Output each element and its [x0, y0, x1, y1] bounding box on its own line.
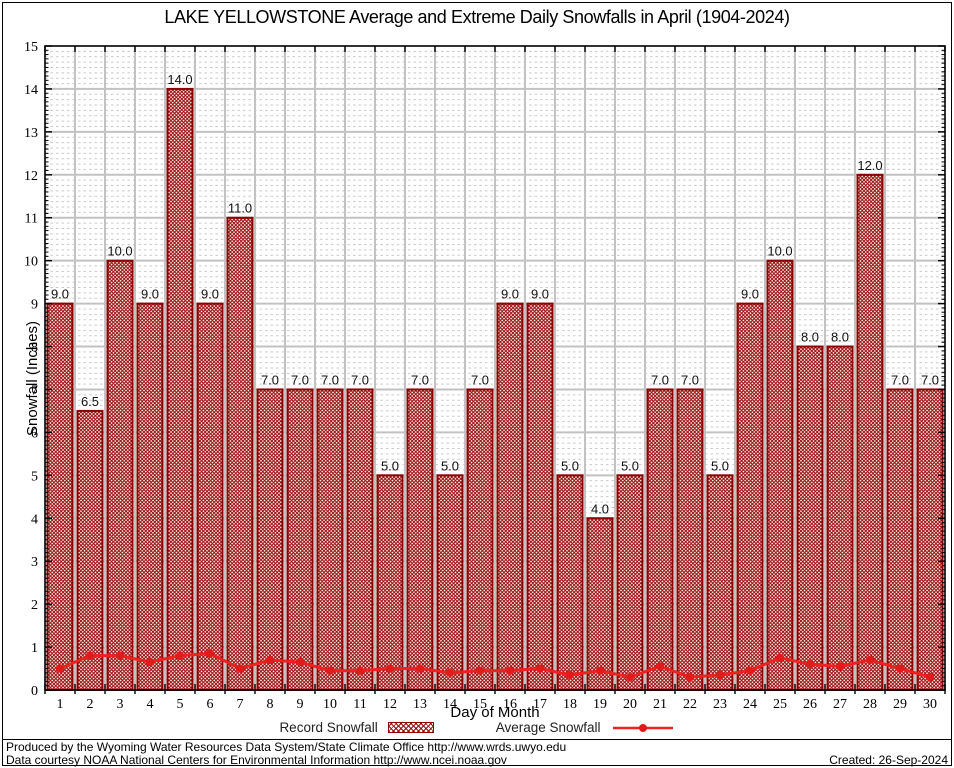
- svg-text:18: 18: [563, 697, 577, 712]
- svg-text:15: 15: [473, 697, 487, 712]
- svg-text:4: 4: [147, 697, 154, 712]
- svg-text:21: 21: [653, 697, 667, 712]
- svg-text:9.0: 9.0: [141, 287, 159, 302]
- footer-created-date: Created: 26-Sep-2024: [829, 753, 948, 767]
- svg-text:25: 25: [773, 697, 787, 712]
- svg-text:7: 7: [31, 383, 38, 398]
- record-snowfall-swatch-icon: [387, 722, 434, 733]
- svg-text:5.0: 5.0: [711, 458, 729, 473]
- legend: Record Snowfall Average Snowfall: [0, 720, 954, 735]
- svg-text:12.0: 12.0: [857, 158, 882, 173]
- svg-text:5.0: 5.0: [441, 458, 459, 473]
- chart-title: LAKE YELLOWSTONE Average and Extreme Dai…: [164, 7, 790, 27]
- svg-text:7.0: 7.0: [921, 372, 939, 387]
- svg-text:23: 23: [713, 697, 727, 712]
- average-snowfall-line-icon: [612, 723, 673, 732]
- svg-text:9.0: 9.0: [501, 287, 519, 302]
- svg-text:19: 19: [593, 697, 607, 712]
- svg-text:3: 3: [117, 697, 124, 712]
- svg-text:9.0: 9.0: [51, 287, 69, 302]
- svg-text:7.0: 7.0: [351, 372, 369, 387]
- svg-text:28: 28: [863, 697, 877, 712]
- svg-text:11.0: 11.0: [228, 201, 252, 216]
- svg-text:7.0: 7.0: [651, 372, 669, 387]
- svg-text:7.0: 7.0: [411, 372, 429, 387]
- svg-text:14: 14: [24, 83, 38, 98]
- plot-area: 9.06.510.09.014.09.011.07.0 7.0 7.0 7.05.07…: [24, 40, 946, 712]
- svg-text:10.0: 10.0: [107, 244, 132, 259]
- svg-text:5.0: 5.0: [381, 458, 399, 473]
- svg-text:9: 9: [31, 298, 38, 313]
- svg-text:5: 5: [177, 697, 184, 712]
- x-axis-label: Day of Month: [450, 704, 540, 721]
- svg-text:0: 0: [31, 684, 38, 699]
- svg-text:1: 1: [31, 641, 38, 656]
- y-axis-label: Snowfall (Inches): [24, 320, 41, 436]
- svg-text:6: 6: [31, 426, 38, 441]
- svg-text:11: 11: [353, 697, 366, 712]
- svg-text:17: 17: [533, 697, 547, 712]
- svg-text:7.0: 7.0: [891, 372, 909, 387]
- svg-text:5.0: 5.0: [621, 458, 639, 473]
- svg-text:5: 5: [31, 469, 38, 484]
- svg-text:6: 6: [207, 697, 214, 712]
- svg-text:27: 27: [833, 697, 847, 712]
- svg-text:9.0: 9.0: [741, 287, 759, 302]
- svg-text:16: 16: [503, 697, 517, 712]
- legend-average-label: Average Snowfall: [495, 720, 601, 735]
- svg-text:3: 3: [31, 555, 38, 570]
- svg-text:8: 8: [267, 697, 274, 712]
- svg-text:22: 22: [683, 697, 697, 712]
- svg-text:7.0: 7.0: [261, 372, 279, 387]
- svg-text:4: 4: [31, 512, 38, 527]
- svg-text:2: 2: [31, 598, 38, 613]
- svg-text:24: 24: [743, 697, 757, 712]
- svg-text:10: 10: [24, 255, 38, 270]
- svg-text:9.0: 9.0: [531, 287, 549, 302]
- footer-data-courtesy: Data courtesy NOAA National Centers for …: [6, 753, 507, 767]
- svg-text:8.0: 8.0: [831, 330, 849, 345]
- svg-text:5.0: 5.0: [561, 458, 579, 473]
- footer-divider: [2, 739, 952, 740]
- svg-text:9: 9: [297, 697, 304, 712]
- svg-text:10: 10: [323, 697, 337, 712]
- svg-text:15: 15: [24, 40, 38, 55]
- svg-text:29: 29: [893, 697, 907, 712]
- svg-text:11: 11: [25, 212, 38, 227]
- svg-text:14: 14: [443, 697, 457, 712]
- svg-text:7.0: 7.0: [681, 372, 699, 387]
- svg-text:12: 12: [383, 697, 397, 712]
- svg-text:7.0: 7.0: [471, 372, 489, 387]
- footer-produced-by: Produced by the Wyoming Water Resources …: [6, 740, 567, 754]
- legend-record-label: Record Snowfall: [279, 720, 378, 735]
- svg-text:13: 13: [413, 697, 427, 712]
- svg-text:13: 13: [24, 126, 38, 141]
- svg-text:1: 1: [57, 697, 64, 712]
- svg-text:9.0: 9.0: [201, 287, 219, 302]
- svg-text:8: 8: [31, 341, 38, 356]
- svg-text:7.0: 7.0: [321, 372, 339, 387]
- svg-text:12: 12: [24, 169, 38, 184]
- svg-text:4.0: 4.0: [591, 501, 609, 516]
- svg-text:20: 20: [623, 697, 637, 712]
- svg-text:6.5: 6.5: [81, 394, 99, 409]
- svg-text:7.0: 7.0: [291, 372, 309, 387]
- svg-text:7: 7: [237, 697, 244, 712]
- footer: Produced by the Wyoming Water Resources …: [6, 741, 948, 767]
- svg-text:8.0: 8.0: [801, 330, 819, 345]
- svg-text:10.0: 10.0: [767, 244, 792, 259]
- svg-text:26: 26: [803, 697, 817, 712]
- svg-text:14.0: 14.0: [167, 72, 192, 87]
- svg-text:2: 2: [87, 697, 94, 712]
- svg-text:30: 30: [923, 697, 937, 712]
